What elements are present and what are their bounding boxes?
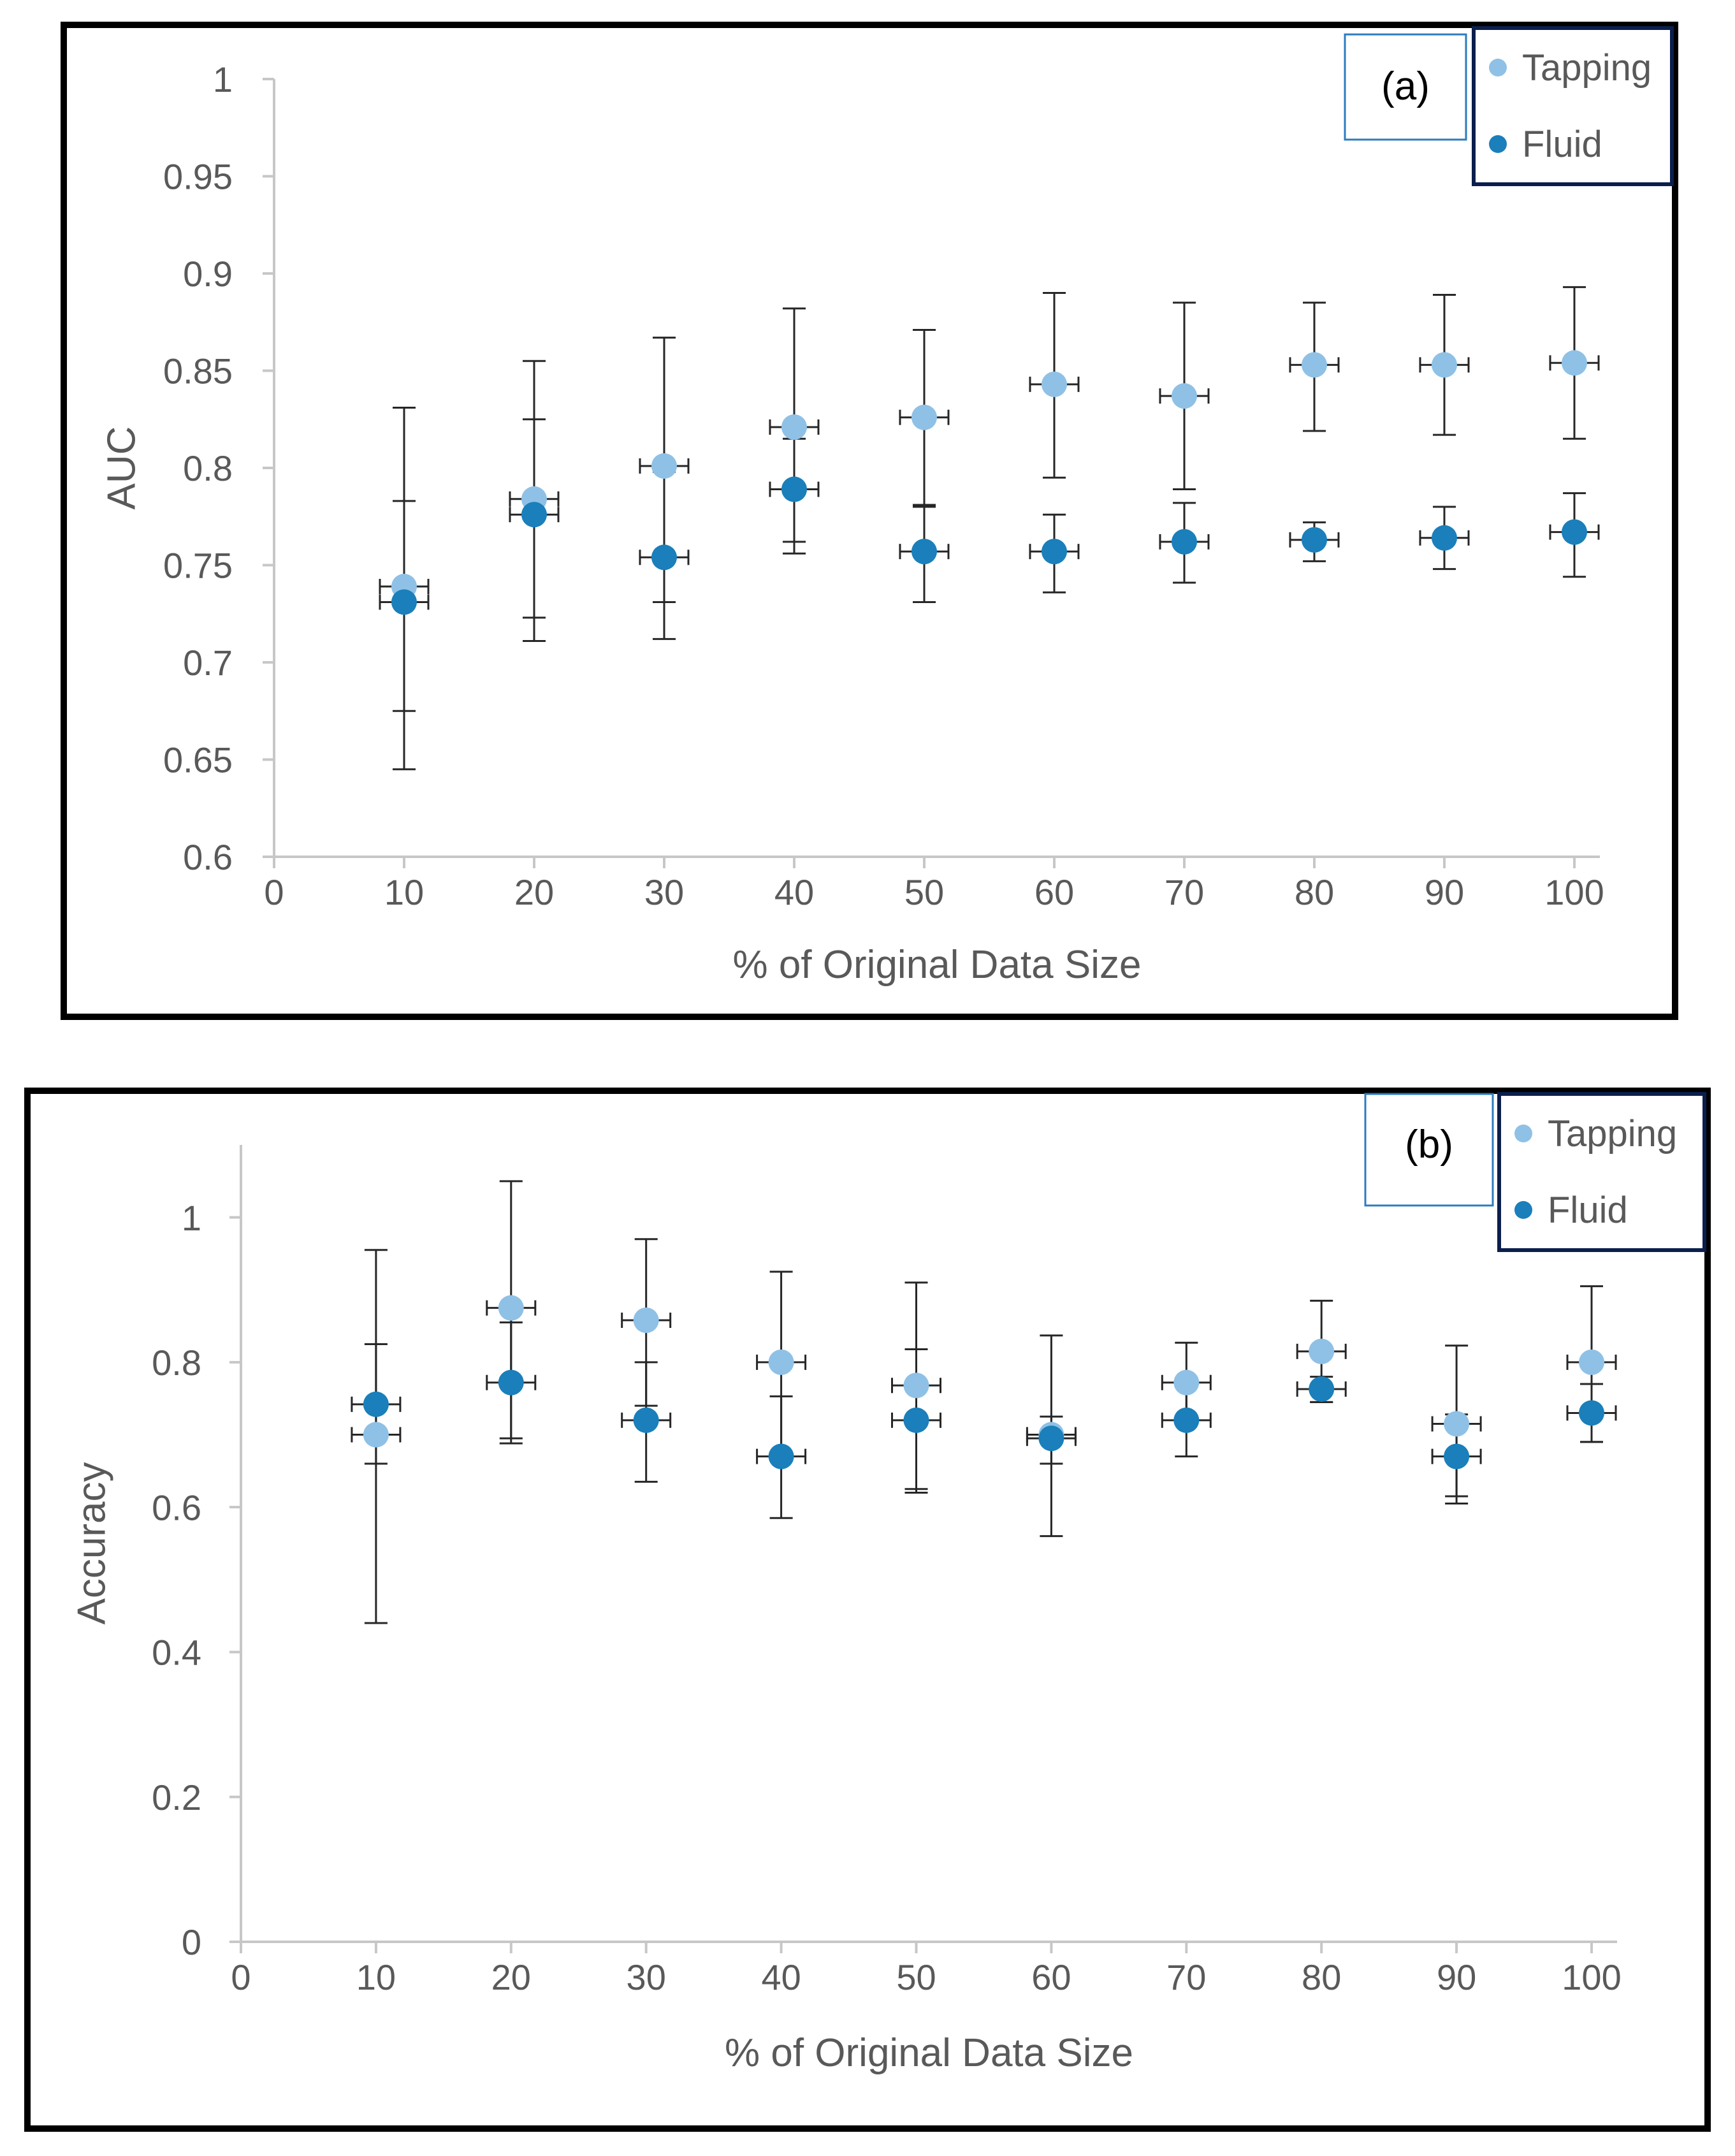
x-tick-label: 60	[1034, 872, 1074, 912]
x-axis-label: % of Original Data Size	[733, 943, 1142, 987]
y-tick-label: 1	[213, 59, 233, 99]
data-point-fluid	[391, 589, 417, 615]
data-point-tapping	[781, 414, 807, 440]
x-tick-label: 80	[1302, 1957, 1341, 1997]
panel-label-box	[1344, 33, 1467, 141]
panel-label: (b)	[1405, 1123, 1453, 1167]
data-point-tapping	[911, 404, 937, 430]
y-tick-label: 0.8	[183, 448, 233, 488]
x-axis-label: % of Original Data Size	[725, 2031, 1133, 2075]
x-tick-label: 90	[1425, 872, 1464, 912]
panel-label-box	[1364, 1093, 1494, 1207]
chart-panel-b: 0 0.2 0.4 0.6 0.8 1 0 10 20 30 40 50 60 70 80 90 100% of…	[24, 1088, 1711, 2132]
data-point-tapping	[633, 1307, 659, 1333]
data-point-tapping	[1444, 1411, 1470, 1437]
x-tick-label: 60	[1031, 1957, 1071, 1997]
x-tick-label: 30	[627, 1957, 666, 1997]
data-point-tapping	[1562, 350, 1587, 376]
x-tick-label: 0	[264, 872, 284, 912]
data-point-fluid	[651, 544, 677, 571]
legend-marker-tapping	[1514, 1125, 1532, 1142]
x-tick-label: 10	[356, 1957, 396, 1997]
y-tick-label: 1	[182, 1198, 201, 1238]
data-point-fluid	[1309, 1376, 1335, 1402]
x-tick-label: 20	[514, 872, 554, 912]
data-point-fluid	[363, 1391, 389, 1417]
data-point-tapping	[1432, 352, 1457, 378]
legend-marker-fluid	[1514, 1201, 1532, 1219]
y-tick-label: 0.8	[152, 1343, 201, 1383]
data-point-tapping	[903, 1373, 929, 1399]
data-point-fluid	[1038, 1425, 1064, 1452]
x-tick-label: 100	[1544, 872, 1604, 912]
legend-box	[1497, 1092, 1706, 1252]
data-point-fluid	[781, 476, 807, 502]
data-point-fluid	[911, 539, 937, 565]
data-point-fluid	[768, 1443, 794, 1469]
data-point-fluid	[1172, 528, 1197, 555]
data-point-fluid	[1302, 527, 1327, 553]
x-tick-label: 50	[904, 872, 944, 912]
data-point-fluid	[1042, 539, 1067, 565]
panel-label: (a)	[1381, 64, 1430, 108]
y-tick-label: 0	[182, 1922, 201, 1962]
x-tick-label: 70	[1165, 872, 1204, 912]
chart-panel-a: 0.6 0.65 0.7 0.75 0.8 0.85 0.9 0.95 1 0 10 20 30 40 50…	[61, 22, 1678, 1020]
data-point-fluid	[633, 1407, 659, 1433]
x-tick-label: 10	[384, 872, 424, 912]
x-tick-label: 100	[1562, 1957, 1621, 1997]
y-tick-label: 0.6	[152, 1487, 201, 1527]
data-point-fluid	[1444, 1443, 1470, 1469]
data-point-fluid	[498, 1369, 524, 1395]
data-point-tapping	[498, 1295, 524, 1321]
data-point-fluid	[903, 1407, 929, 1433]
y-tick-label: 0.7	[183, 643, 233, 683]
y-tick-label: 0.9	[183, 254, 233, 294]
accuracy-chart: 00.20.40.60.810 10 20 30 40 50 60 70 80 90 100% of…	[70, 1092, 1706, 2075]
data-point-tapping	[651, 453, 677, 479]
x-tick-label: 70	[1166, 1957, 1206, 1997]
x-tick-label: 30	[644, 872, 684, 912]
y-axis-label: Accuracy	[70, 1462, 114, 1625]
y-tick-label: 0.65	[163, 740, 233, 780]
data-point-tapping	[1302, 352, 1327, 378]
data-point-tapping	[1309, 1338, 1335, 1364]
y-axis-label: AUC	[100, 426, 144, 510]
legend-label-tapping: Tapping	[1548, 1113, 1677, 1154]
y-tick-label: 0.95	[163, 157, 233, 197]
data-point-fluid	[521, 502, 547, 528]
y-tick-label: 0.75	[163, 546, 233, 586]
y-tick-label: 0.85	[163, 351, 233, 391]
legend-label-fluid: Fluid	[1548, 1190, 1628, 1231]
data-point-fluid	[1562, 519, 1587, 545]
legend-box	[1472, 26, 1674, 186]
x-tick-label: 20	[491, 1957, 531, 1997]
data-point-fluid	[1173, 1407, 1200, 1433]
legend-label-fluid: Fluid	[1522, 124, 1602, 165]
x-tick-label: 40	[761, 1957, 801, 1997]
data-point-tapping	[1042, 371, 1067, 397]
x-tick-label: 80	[1295, 872, 1334, 912]
data-point-fluid	[1432, 525, 1457, 551]
x-tick-label: 90	[1437, 1957, 1476, 1997]
data-point-tapping	[768, 1349, 794, 1375]
y-tick-label: 0.6	[183, 837, 233, 877]
y-tick-label: 0.2	[152, 1777, 201, 1817]
data-point-tapping	[1172, 383, 1197, 409]
y-tick-label: 0.4	[152, 1633, 201, 1673]
legend-marker-fluid	[1489, 135, 1507, 153]
data-point-tapping	[1579, 1349, 1604, 1375]
x-tick-label: 50	[896, 1957, 936, 1997]
data-point-tapping	[363, 1422, 389, 1448]
legend-label-tapping: Tapping	[1522, 47, 1652, 89]
x-tick-label: 40	[774, 872, 814, 912]
data-point-fluid	[1579, 1400, 1604, 1426]
legend-marker-tapping	[1489, 59, 1507, 76]
x-tick-label: 0	[231, 1957, 250, 1997]
data-point-tapping	[1173, 1369, 1200, 1395]
